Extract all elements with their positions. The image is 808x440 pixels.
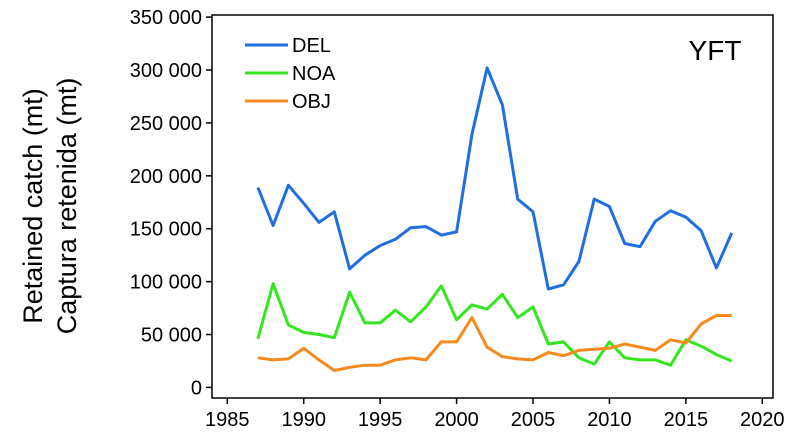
x-tick-label: 2005	[511, 409, 556, 431]
series-line	[256, 66, 734, 291]
y-tick-label: 250 000	[130, 113, 202, 135]
y-tick-label: 100 000	[130, 272, 202, 294]
y-tick-label: 350 000	[130, 7, 202, 29]
x-tick-label: 2000	[434, 409, 479, 431]
y-tick-label: 0	[191, 377, 202, 399]
x-tick-label: 1990	[281, 409, 326, 431]
x-tick-label: 2015	[664, 409, 709, 431]
y-tick-label: 50 000	[141, 325, 202, 347]
y-tick-label: 150 000	[130, 219, 202, 241]
x-tick-label: 2010	[587, 409, 632, 431]
series-line	[257, 314, 732, 372]
x-tick-label: 1995	[358, 409, 403, 431]
y-tick-label: 300 000	[130, 60, 202, 82]
y-tick-label: 200 000	[130, 166, 202, 188]
y-axis-label: Captura retenida (mt)	[52, 78, 82, 335]
legend-label: OBJ	[292, 91, 331, 113]
legend-label: NOA	[292, 63, 336, 85]
x-tick-label: 1985	[205, 409, 250, 431]
y-axis-label: Retained catch (mt)	[18, 88, 48, 324]
plot-frame	[211, 14, 774, 399]
series-line	[256, 282, 733, 367]
x-tick-label: 2020	[740, 409, 785, 431]
annotation: YFT	[689, 35, 742, 66]
legend-label: DEL	[292, 35, 331, 57]
